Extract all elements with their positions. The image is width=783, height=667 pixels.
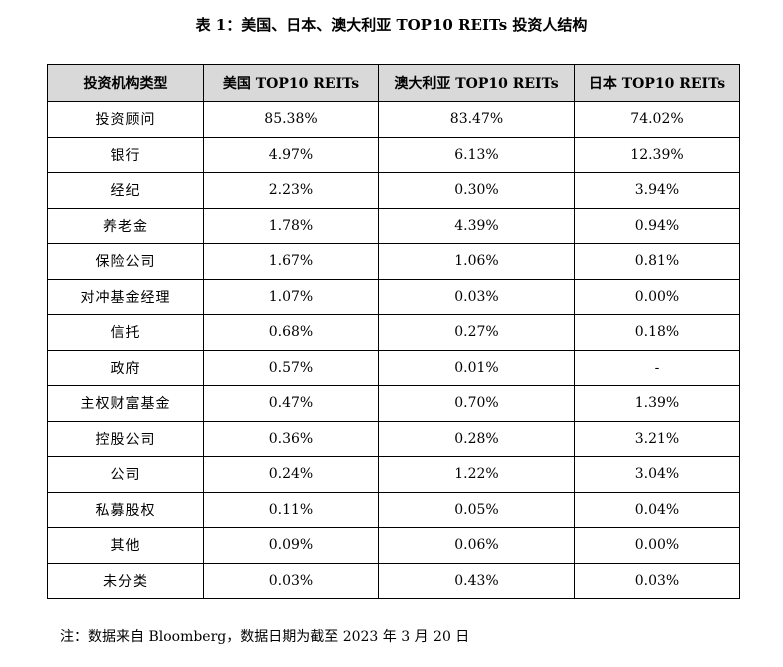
investor-type-cell: 养老金 [47,207,204,244]
table-row: 信托 0.68% 0.27% 0.18% [47,314,740,351]
us-value-cell: 0.36% [203,420,379,457]
investor-type-cell: 投资顾问 [47,101,204,138]
source-note: 注：数据来自 Bloomberg，数据日期为截至 2023 年 3 月 20 日 [60,629,470,645]
us-value-cell: 1.78% [203,207,379,244]
table-row: 养老金 1.78% 4.39% 0.94% [47,207,740,244]
table-row: 经纪 2.23% 0.30% 3.94% [47,172,740,209]
investor-type-cell: 政府 [47,349,204,386]
japan-value-cell: 0.03% [574,562,740,599]
australia-value-cell: 1.06% [378,243,575,280]
us-value-cell: 0.24% [203,456,379,493]
table-row: 其他 0.09% 0.06% 0.00% [47,527,740,564]
japan-value-cell: 3.04% [574,456,740,493]
investor-type-cell: 私募股权 [47,491,204,528]
japan-value-cell: 3.21% [574,420,740,457]
australia-value-cell: 1.22% [378,456,575,493]
header-us: 美国 TOP10 REITs [203,64,379,102]
table-row: 控股公司 0.36% 0.28% 3.21% [47,420,740,457]
table-row: 公司 0.24% 1.22% 3.04% [47,456,740,493]
japan-value-cell: 0.04% [574,491,740,528]
australia-value-cell: 0.27% [378,314,575,351]
table-row: 未分类 0.03% 0.43% 0.03% [47,562,740,599]
japan-value-cell: 0.00% [574,527,740,564]
us-value-cell: 1.07% [203,278,379,315]
investor-type-cell: 保险公司 [47,243,204,280]
investor-type-cell: 未分类 [47,562,204,599]
australia-value-cell: 0.06% [378,527,575,564]
us-value-cell: 4.97% [203,136,379,173]
japan-value-cell: - [574,349,740,386]
japan-value-cell: 3.94% [574,172,740,209]
table-row: 主权财富基金 0.47% 0.70% 1.39% [47,385,740,422]
us-value-cell: 0.03% [203,562,379,599]
table-row: 对冲基金经理 1.07% 0.03% 0.00% [47,278,740,315]
australia-value-cell: 0.43% [378,562,575,599]
us-value-cell: 1.67% [203,243,379,280]
investor-type-cell: 公司 [47,456,204,493]
table-row: 银行 4.97% 6.13% 12.39% [47,136,740,173]
investor-type-cell: 主权财富基金 [47,385,204,422]
us-value-cell: 2.23% [203,172,379,209]
table-row: 投资顾问 85.38% 83.47% 74.02% [47,101,740,138]
australia-value-cell: 0.03% [378,278,575,315]
table-title: 表 1：美国、日本、澳大利亚 TOP10 REITs 投资人结构 [195,16,588,34]
us-value-cell: 0.68% [203,314,379,351]
australia-value-cell: 0.28% [378,420,575,457]
australia-value-cell: 6.13% [378,136,575,173]
header-australia: 澳大利亚 TOP10 REITs [378,64,575,102]
japan-value-cell: 74.02% [574,101,740,138]
investor-type-cell: 对冲基金经理 [47,278,204,315]
australia-value-cell: 0.30% [378,172,575,209]
table-header-row: 投资机构类型 美国 TOP10 REITs 澳大利亚 TOP10 REITs 日… [47,64,740,102]
header-japan: 日本 TOP10 REITs [574,64,740,102]
investor-type-cell: 其他 [47,527,204,564]
australia-value-cell: 0.05% [378,491,575,528]
table-row: 保险公司 1.67% 1.06% 0.81% [47,243,740,280]
us-value-cell: 85.38% [203,101,379,138]
investor-type-cell: 信托 [47,314,204,351]
table-row: 政府 0.57% 0.01% - [47,349,740,386]
japan-value-cell: 1.39% [574,385,740,422]
japan-value-cell: 12.39% [574,136,740,173]
japan-value-cell: 0.00% [574,278,740,315]
investor-type-cell: 经纪 [47,172,204,209]
table-row: 私募股权 0.11% 0.05% 0.04% [47,491,740,528]
investor-structure-table: 投资机构类型 美国 TOP10 REITs 澳大利亚 TOP10 REITs 日… [47,64,740,599]
us-value-cell: 0.09% [203,527,379,564]
us-value-cell: 0.57% [203,349,379,386]
japan-value-cell: 0.94% [574,207,740,244]
investor-type-cell: 控股公司 [47,420,204,457]
japan-value-cell: 0.81% [574,243,740,280]
australia-value-cell: 83.47% [378,101,575,138]
us-value-cell: 0.11% [203,491,379,528]
header-investor-type: 投资机构类型 [47,64,204,102]
australia-value-cell: 0.01% [378,349,575,386]
investor-type-cell: 银行 [47,136,204,173]
us-value-cell: 0.47% [203,385,379,422]
japan-value-cell: 0.18% [574,314,740,351]
australia-value-cell: 0.70% [378,385,575,422]
australia-value-cell: 4.39% [378,207,575,244]
